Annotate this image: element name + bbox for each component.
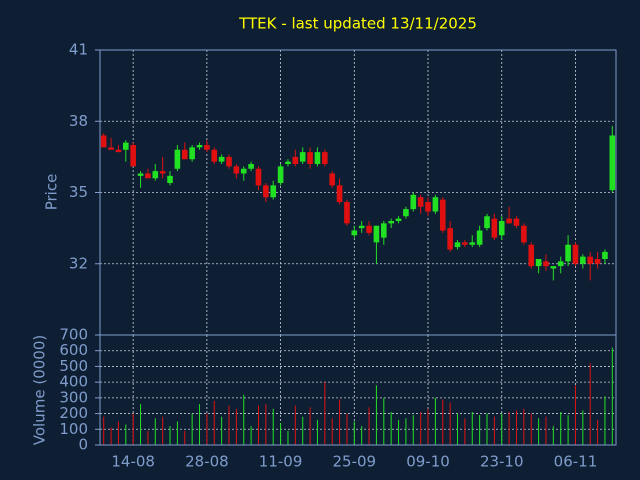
candle-body bbox=[395, 218, 402, 221]
candle-body bbox=[373, 225, 380, 243]
y-tick-label: 35 bbox=[69, 183, 88, 201]
candle-body bbox=[240, 168, 247, 174]
x-tick-label: 06-11 bbox=[554, 453, 598, 471]
volume-tick-label: 200 bbox=[59, 404, 88, 422]
candle-body bbox=[417, 197, 424, 207]
candle-body bbox=[454, 242, 461, 248]
candle-body bbox=[233, 166, 240, 174]
candle-body bbox=[226, 156, 232, 167]
volume-axis-label: Volume (0000) bbox=[31, 335, 49, 445]
candle-body bbox=[263, 185, 269, 198]
candle-body bbox=[358, 225, 365, 229]
candle-body bbox=[344, 202, 350, 224]
candle-body bbox=[204, 145, 210, 150]
candle-body bbox=[476, 230, 483, 245]
candle-body bbox=[314, 152, 321, 164]
candle-body bbox=[380, 223, 387, 238]
candle-body bbox=[572, 244, 579, 264]
candle-body bbox=[425, 202, 431, 212]
candle-body bbox=[299, 152, 306, 162]
candle-body bbox=[543, 261, 549, 267]
volume-tick-label: 100 bbox=[59, 420, 88, 438]
candle-body bbox=[277, 166, 284, 183]
candle-body bbox=[122, 142, 129, 150]
candle-body bbox=[351, 230, 358, 236]
candle-body bbox=[329, 173, 336, 186]
x-tick-label: 23-10 bbox=[480, 453, 524, 471]
candle-body bbox=[137, 173, 144, 176]
candle-body bbox=[609, 135, 616, 191]
chart-title: TTEK - last updated 13/11/2025 bbox=[238, 15, 477, 33]
candle-body bbox=[587, 256, 594, 264]
candle-body bbox=[159, 171, 166, 174]
candle-body bbox=[513, 218, 520, 226]
candle-body bbox=[174, 149, 181, 169]
volume-tick-label: 0 bbox=[78, 436, 88, 454]
y-tick-label: 41 bbox=[69, 41, 88, 59]
candle-body bbox=[462, 242, 468, 245]
candle-body bbox=[145, 173, 151, 179]
candle-body bbox=[447, 228, 453, 250]
candle-body bbox=[403, 209, 409, 217]
candle-body bbox=[484, 216, 490, 229]
candle-body bbox=[307, 152, 313, 164]
candle-body bbox=[100, 135, 107, 148]
candle-body bbox=[270, 185, 277, 198]
candle-body bbox=[366, 225, 372, 233]
candle-body bbox=[130, 145, 136, 167]
y-tick-label: 32 bbox=[69, 254, 88, 272]
candle-body bbox=[255, 168, 262, 186]
candle-body bbox=[557, 261, 564, 267]
candle-body bbox=[167, 175, 173, 183]
candle-body bbox=[322, 152, 328, 164]
candle-body bbox=[491, 218, 498, 238]
candle-body bbox=[108, 147, 114, 150]
x-tick-label: 11-09 bbox=[259, 453, 303, 471]
candle-body bbox=[521, 225, 527, 243]
volume-tick-label: 300 bbox=[59, 388, 88, 406]
volume-frame bbox=[99, 334, 617, 446]
candle-body bbox=[152, 171, 159, 179]
candle-body bbox=[189, 147, 195, 160]
candle-body bbox=[181, 149, 188, 160]
volume-tick-label: 700 bbox=[59, 326, 88, 344]
candle-body bbox=[248, 164, 254, 169]
candle-body bbox=[292, 156, 299, 164]
candle-body bbox=[498, 221, 505, 236]
candle-body bbox=[196, 145, 203, 148]
candle-body bbox=[410, 194, 417, 210]
candle-body bbox=[218, 156, 225, 162]
candle-body bbox=[594, 259, 601, 264]
candle-body bbox=[580, 256, 586, 264]
candle-body bbox=[439, 199, 446, 231]
candle-body bbox=[115, 149, 122, 153]
y-axis-label: Price bbox=[43, 174, 61, 211]
candle-body bbox=[506, 218, 512, 224]
candle-body bbox=[469, 242, 476, 245]
y-tick-label: 38 bbox=[69, 112, 88, 130]
volume-tick-label: 400 bbox=[59, 373, 88, 391]
candle-body bbox=[528, 244, 535, 267]
x-tick-label: 14-08 bbox=[111, 453, 155, 471]
candle-body bbox=[602, 251, 608, 259]
candle-body bbox=[211, 149, 218, 162]
x-tick-label: 28-08 bbox=[185, 453, 229, 471]
candle-body bbox=[388, 221, 394, 224]
candle-body bbox=[336, 185, 343, 202]
candle-body bbox=[550, 266, 557, 269]
volume-tick-label: 600 bbox=[59, 341, 88, 359]
x-tick-label: 09-10 bbox=[406, 453, 450, 471]
x-tick-label: 25-09 bbox=[333, 453, 377, 471]
candle-body bbox=[565, 244, 571, 262]
candle-body bbox=[285, 161, 291, 164]
candle-body bbox=[432, 197, 439, 212]
candle-body bbox=[535, 259, 542, 267]
volume-tick-label: 500 bbox=[59, 357, 88, 375]
